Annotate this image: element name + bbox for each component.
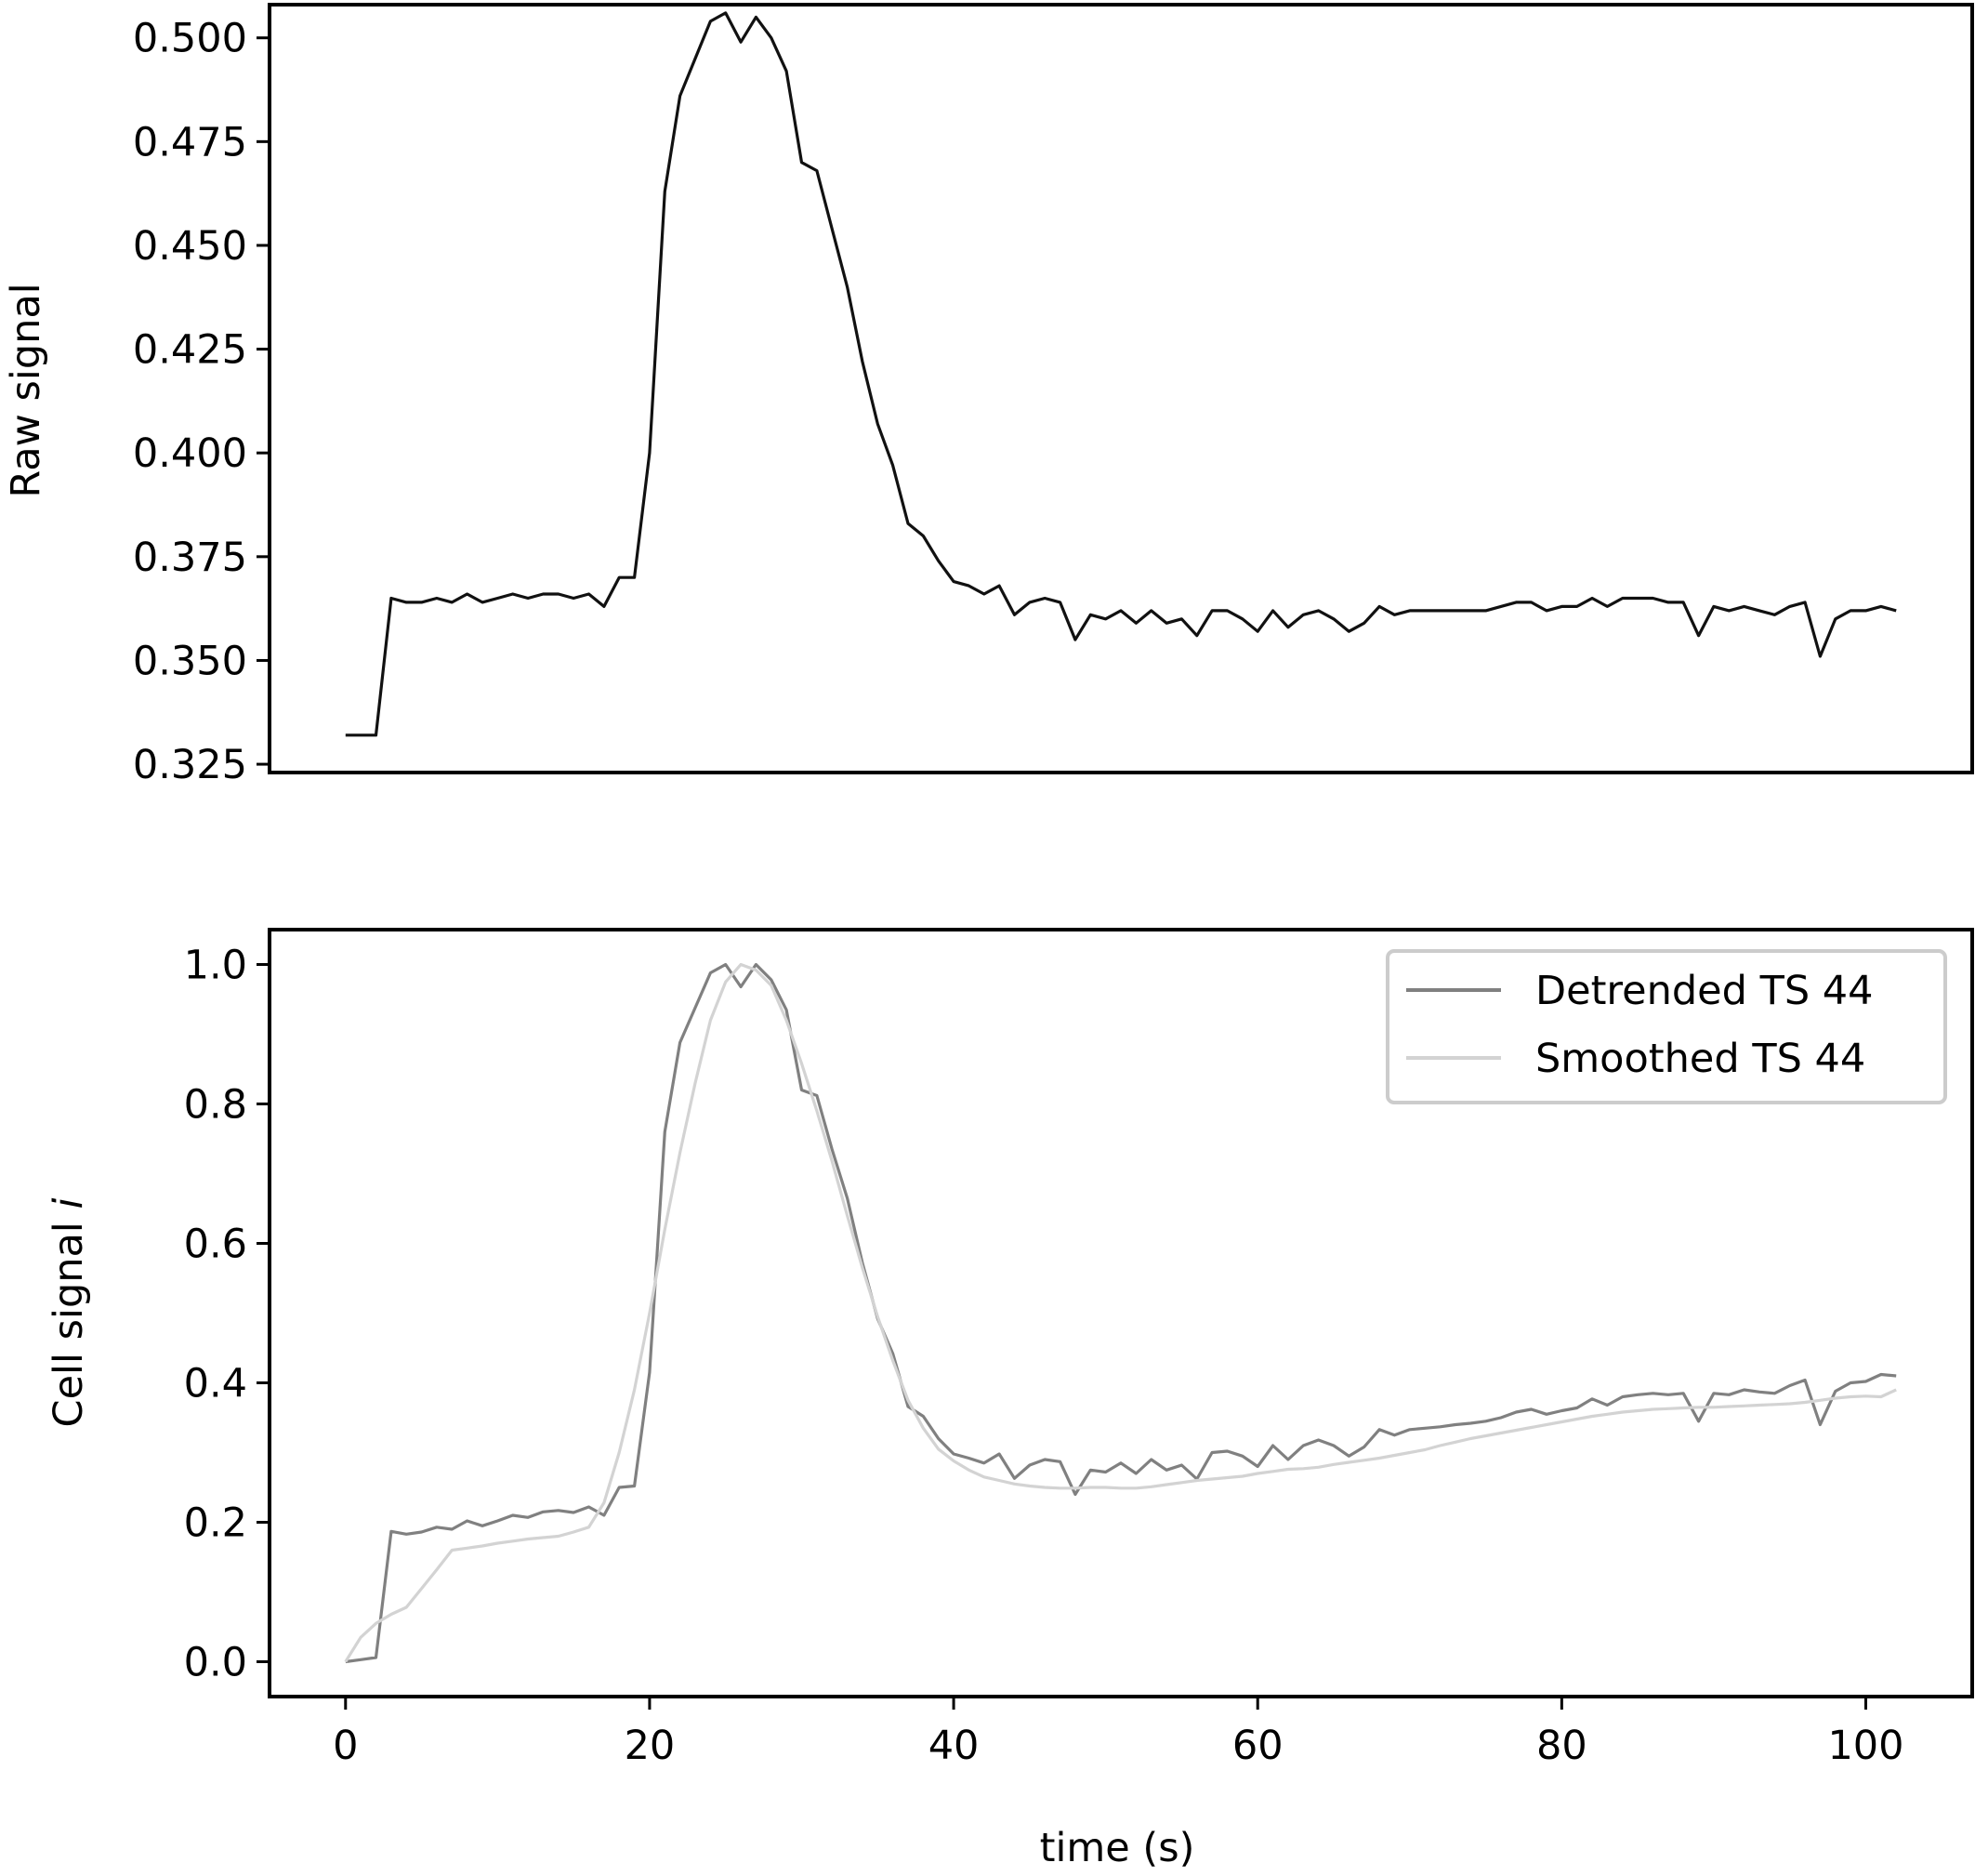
x-tick-label: 40 <box>928 1723 980 1769</box>
top-y-tick-label: 0.325 <box>133 742 247 788</box>
bottom-y-tick-label: 0.2 <box>184 1500 247 1547</box>
top-y-tick-label: 0.375 <box>133 535 247 581</box>
top-y-axis-label: Raw signal <box>3 283 49 497</box>
series-line-smoothed-ts-44 <box>344 962 1897 1663</box>
top-y-axis: 0.325 0.350 0.375 0.400 0.425 0.450 0.475 0.500 <box>133 16 270 788</box>
bottom-y-tick-label: 0.6 <box>184 1222 247 1268</box>
x-tick-label: 60 <box>1232 1723 1284 1769</box>
top-plot-frame <box>268 3 1974 774</box>
cell-signal-panel: 0.0 0.2 0.4 0.6 0.8 1.0 0 20 40 60 80 100 Cell sig… <box>46 928 1974 1871</box>
x-axis-label: time (s) <box>1040 1825 1195 1871</box>
bottom-series <box>344 962 1897 1664</box>
top-y-tick-label: 0.400 <box>133 430 247 477</box>
x-tick-label: 20 <box>625 1723 676 1769</box>
top-series-line <box>345 11 1897 737</box>
legend-label-smoothed: Smoothed TS 44 <box>1535 1036 1865 1082</box>
series-line-detrended-ts-44 <box>345 962 1897 1664</box>
x-tick-label: 100 <box>1827 1723 1903 1769</box>
bottom-y-tick-label: 1.0 <box>184 943 247 989</box>
bottom-y-axis-label-text: Cell signal <box>46 1222 92 1427</box>
bottom-y-axis: 0.0 0.2 0.4 0.6 0.8 1.0 <box>184 943 270 1686</box>
bottom-y-tick-label: 0.4 <box>184 1361 247 1407</box>
x-tick-label: 80 <box>1536 1723 1587 1769</box>
top-y-tick-label: 0.425 <box>133 327 247 374</box>
top-y-tick-label: 0.475 <box>133 119 247 165</box>
legend-label-detrended: Detrended TS 44 <box>1535 968 1874 1014</box>
bottom-y-axis-label: Cell signal i <box>46 1198 92 1428</box>
legend-box <box>1386 949 1947 1104</box>
legend: Detrended TS 44 Smoothed TS 44 <box>1386 949 1947 1104</box>
bottom-y-tick-label: 0.8 <box>184 1082 247 1129</box>
raw-signal-panel: 0.325 0.350 0.375 0.400 0.425 0.450 0.475 0.500… <box>3 3 1974 788</box>
bottom-y-tick-label: 0.0 <box>184 1640 247 1686</box>
bottom-x-axis: 0 20 40 60 80 100 <box>333 1697 1904 1769</box>
x-tick-label: 0 <box>333 1723 358 1769</box>
top-series <box>345 11 1897 737</box>
top-y-tick-label: 0.450 <box>133 223 247 270</box>
top-y-tick-label: 0.500 <box>133 16 247 62</box>
bottom-plot-frame <box>268 928 1974 1698</box>
top-y-tick-label: 0.350 <box>133 638 247 684</box>
bottom-y-axis-label-italic: i <box>46 1198 92 1209</box>
